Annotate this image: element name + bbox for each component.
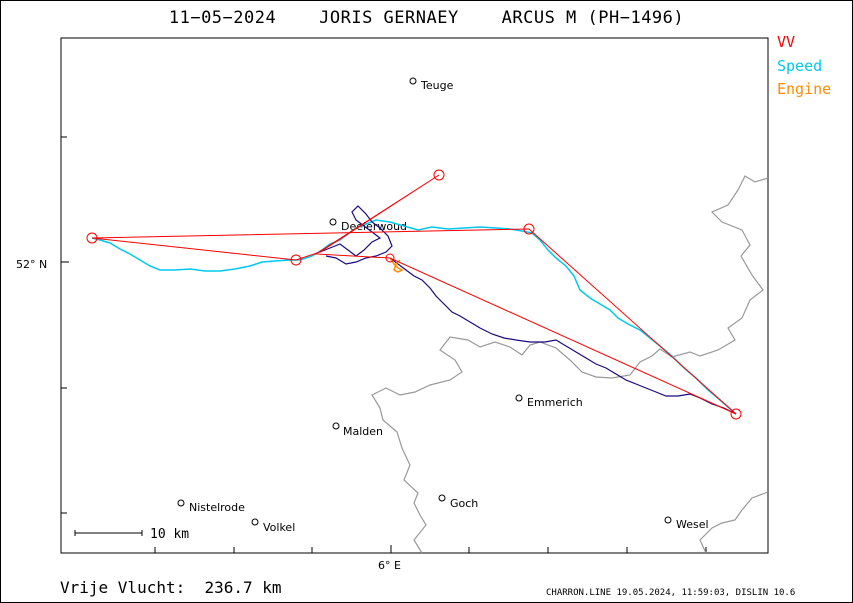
place-wesel: Wesel — [676, 518, 709, 531]
place-malden: Malden — [343, 425, 383, 438]
climb-track — [389, 257, 737, 415]
speed-track — [91, 219, 737, 415]
engine-track — [389, 257, 404, 273]
scale-bar: 10 km — [74, 527, 189, 542]
flight-title: 11−05−2024 JORIS GERNAEY ARCUS M (PH−149… — [168, 8, 685, 28]
place-deelerwoud: Deelerwoud — [341, 220, 407, 233]
turnpoints — [86, 169, 742, 420]
lon-label: 6° E — [378, 559, 401, 572]
task-lines — [91, 174, 737, 415]
lat-label: 52° N — [16, 258, 47, 271]
credit-text: CHARRON.LINE 19.05.2024, 11:59:03, DISLI… — [546, 588, 796, 598]
place-goch: Goch — [450, 497, 478, 510]
country-borders — [371, 175, 769, 554]
place-teuge: Teuge — [420, 79, 454, 92]
place-nistelrode: Nistelrode — [189, 501, 245, 514]
legend-engine-label: Engine — [777, 80, 832, 98]
legend-vv: VV — [777, 33, 795, 51]
legend-speed-label: Speed — [777, 57, 823, 75]
map-area — [60, 37, 769, 554]
axis-ticks — [61, 136, 707, 553]
scale-bar-label: 10 km — [150, 527, 189, 542]
legend-speed: Speed — [777, 57, 822, 75]
place-markers — [177, 77, 672, 526]
place-labels: Teuge Deelerwoud Emmerich Malden Nistelr… — [189, 79, 709, 534]
place-volkel: Volkel — [263, 521, 295, 534]
distance-text: Vrije Vlucht: 236.7 km — [60, 578, 282, 597]
place-emmerich: Emmerich — [527, 396, 583, 409]
legend-engine: Engine — [777, 80, 831, 98]
legend-vv-label: VV — [777, 33, 796, 51]
